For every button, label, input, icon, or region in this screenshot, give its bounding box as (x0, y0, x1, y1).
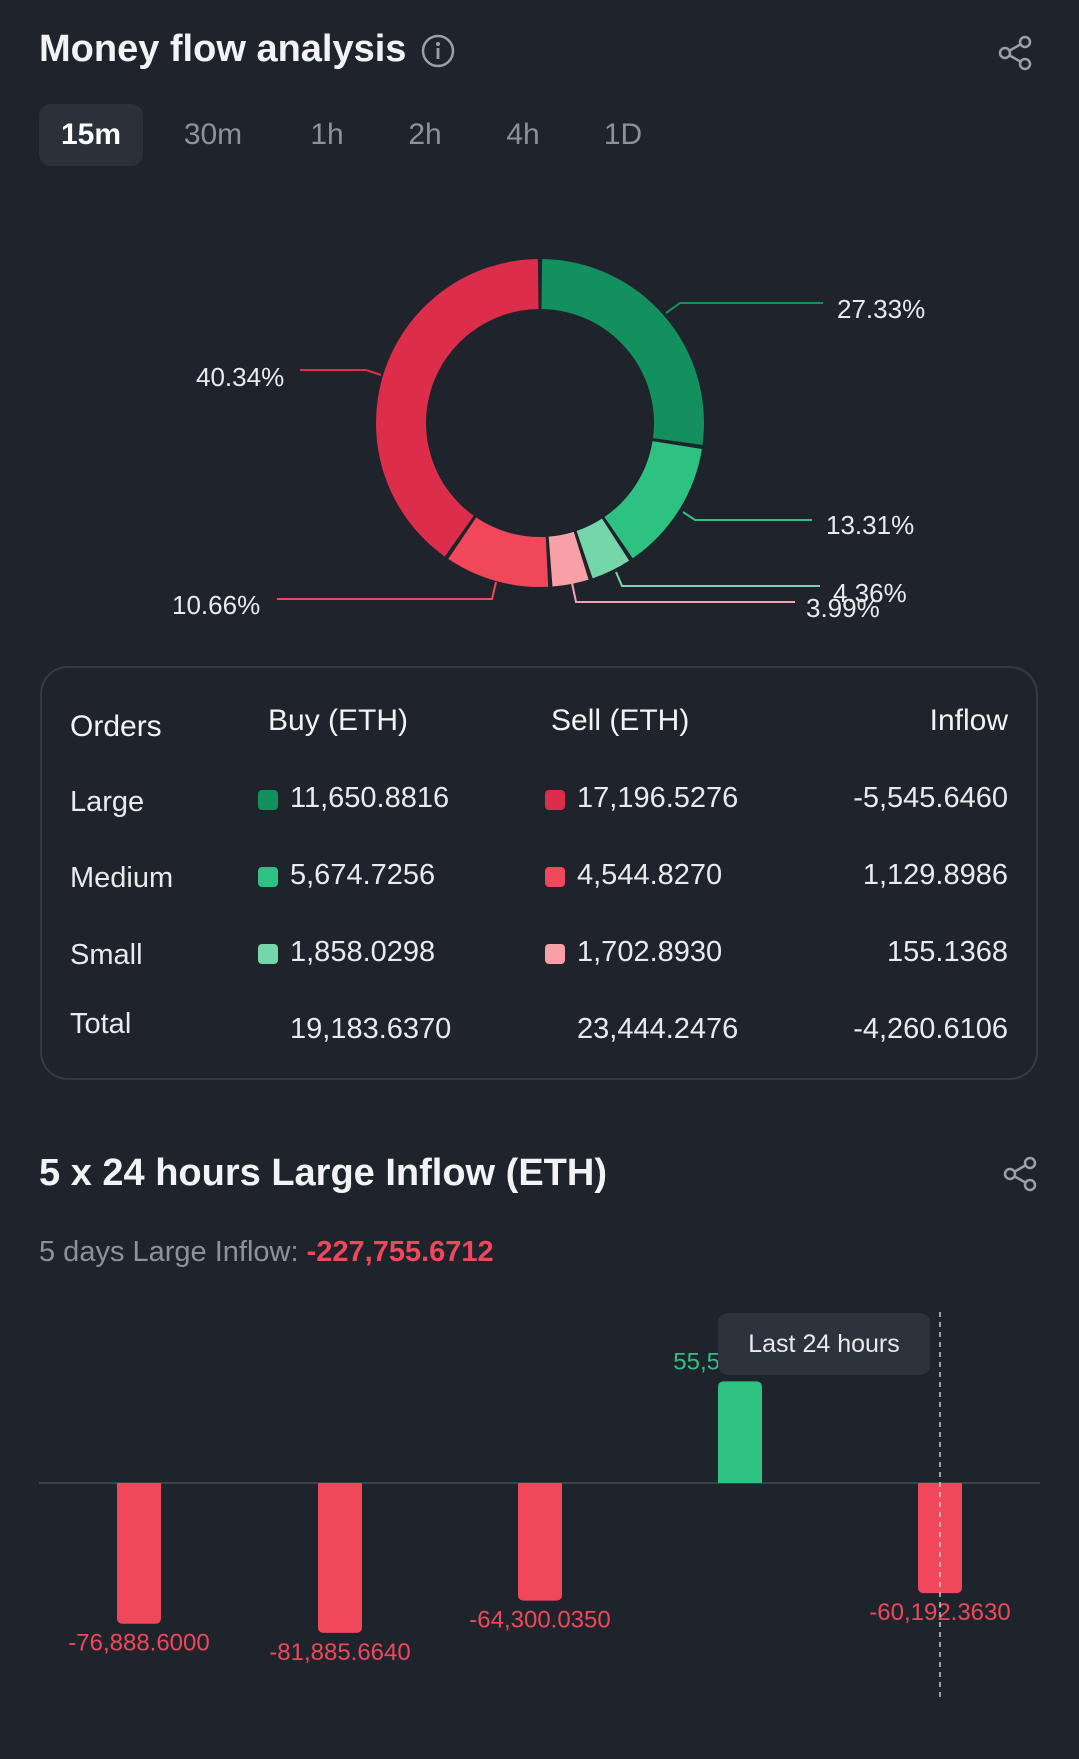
bar-value-label: -76,888.6000 (68, 1630, 209, 1657)
inflow-bar[interactable] (117, 1483, 161, 1624)
chart-tooltip: Last 24 hours (718, 1313, 930, 1375)
large-inflow-title: 5 x 24 hours Large Inflow (ETH) (39, 1152, 607, 1194)
leader-line-small-buy (615, 571, 820, 587)
row-total-buy: 19,183.6370 (290, 1013, 452, 1045)
row-small-inflow: 155.1368 (887, 936, 1008, 968)
row-medium-name: Medium (70, 862, 174, 894)
row-total-inflow: -4,260.6106 (853, 1013, 1008, 1045)
tab-15m[interactable]: 15m (39, 104, 143, 166)
bar-value-label: -81,885.6640 (269, 1639, 410, 1666)
pct-label-large-buy: 27.33% (837, 294, 925, 324)
info-icon[interactable] (421, 34, 455, 68)
page-title: Money flow analysis (39, 28, 407, 70)
orders-table-card: Orders Buy (ETH) Sell (ETH) Inflow Large… (40, 666, 1038, 1080)
summary-label: 5 days Large Inflow: (39, 1236, 307, 1268)
tab-2h[interactable]: 2h (408, 118, 442, 151)
row-small-buy: 1,858.0298 (290, 936, 436, 968)
five-day-summary: 5 days Large Inflow: -227,755.6712 (39, 1236, 494, 1269)
pct-label-small-buy: 4.36% (833, 578, 907, 608)
row-large-inflow: -5,545.6460 (853, 782, 1008, 814)
large-buy-swatch (258, 790, 278, 810)
inflow-bar[interactable] (318, 1483, 362, 1633)
donut-segment-large-buy[interactable] (541, 259, 704, 445)
row-medium-sell: 4,544.8270 (577, 859, 723, 891)
leader-line-small-sell (571, 582, 795, 603)
large-inflow-bar-chart[interactable]: -76,888.6000 -81,885.6640 -64,300.0350 55,5… (0, 1300, 1079, 1759)
header-buy: Buy (ETH) (268, 704, 409, 737)
donut-segment-large-sell[interactable] (376, 259, 539, 557)
header-inflow: Inflow (929, 704, 1008, 737)
donut-segment-medium-buy[interactable] (604, 441, 702, 559)
row-medium-buy: 5,674.7256 (290, 859, 436, 891)
leader-line-medium-buy (682, 511, 812, 521)
small-sell-swatch (545, 944, 565, 964)
inflow-bar[interactable] (918, 1483, 962, 1594)
row-large-buy: 11,650.8816 (290, 782, 450, 814)
leader-line-large-sell (300, 369, 382, 376)
tab-1d[interactable]: 1D (603, 118, 643, 151)
share-icon[interactable] (996, 34, 1034, 72)
header-sell: Sell (ETH) (551, 704, 690, 737)
money-flow-donut-chart: 27.33% 13.31% 4.36% 3.99% 10.66% 40.34% (172, 259, 925, 623)
small-buy-swatch (258, 944, 278, 964)
tab-30m[interactable]: 30m (183, 118, 243, 151)
pct-label-medium-sell: 10.66% (172, 590, 260, 620)
large-sell-swatch (545, 790, 565, 810)
row-medium-inflow: 1,129.8986 (862, 859, 1008, 891)
pct-label-large-sell: 40.34% (196, 362, 284, 392)
pct-label-medium-buy: 13.31% (826, 510, 914, 540)
row-total-sell: 23,444.2476 (577, 1013, 739, 1045)
bar-value-label: -64,300.0350 (469, 1607, 610, 1634)
inflow-bar[interactable] (718, 1381, 762, 1483)
summary-value: -227,755.6712 (306, 1236, 494, 1268)
medium-buy-swatch (258, 867, 278, 887)
row-large-sell: 17,196.5276 (577, 782, 739, 814)
donut-segment-small-buy[interactable] (576, 518, 630, 579)
row-large-name: Large (70, 786, 145, 818)
header-orders: Orders (70, 710, 162, 743)
donut-segment-small-sell[interactable] (548, 531, 589, 587)
row-small-name: Small (70, 939, 143, 971)
tab-1h[interactable]: 1h (310, 118, 344, 151)
tab-4h[interactable]: 4h (506, 118, 540, 151)
pct-label-small-sell: 3.99% (806, 593, 880, 623)
leader-line-medium-sell (277, 581, 497, 600)
leader-line-large-buy (665, 302, 823, 314)
donut-segment-medium-sell[interactable] (448, 517, 549, 587)
row-small-sell: 1,702.8930 (577, 936, 723, 968)
inflow-bar[interactable] (518, 1483, 562, 1601)
medium-sell-swatch (545, 867, 565, 887)
row-total-name: Total (70, 1008, 132, 1040)
bar-value-label: 55,5 (673, 1348, 720, 1375)
share-icon[interactable] (1001, 1155, 1039, 1193)
